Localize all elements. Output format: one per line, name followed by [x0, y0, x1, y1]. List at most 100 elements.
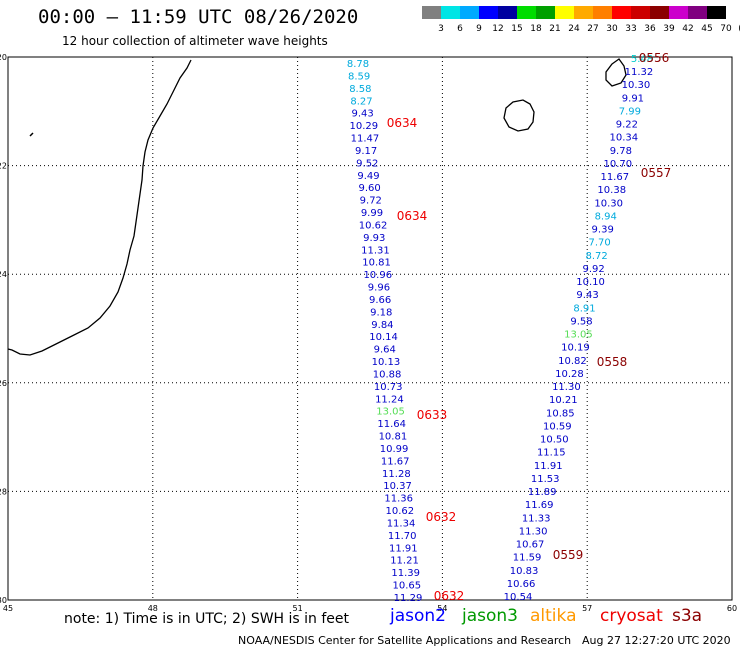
wave-height-value: 10.73 — [374, 382, 403, 393]
wave-height-value: 8.58 — [349, 84, 371, 95]
wave-height-value: 10.13 — [372, 357, 401, 368]
legend-label: 33 — [625, 24, 636, 34]
wave-height-value: 9.72 — [360, 196, 382, 207]
legend-label: 30 — [606, 24, 618, 34]
wave-height-value: 11.69 — [525, 500, 554, 511]
wave-height-value: 11.24 — [375, 394, 404, 405]
pass-time-label: 0634 — [387, 116, 418, 130]
lat-lon-grid — [8, 57, 732, 600]
legend-label: 45 — [701, 24, 712, 34]
legend-label: 21 — [549, 24, 560, 34]
page-title: 00:00 – 11:59 UTC 08/26/2020 — [38, 6, 359, 28]
wave-height-value: 11.47 — [351, 134, 380, 145]
footer-note: note: 1) Time is in UTC; 2) SWH is in fe… — [64, 611, 350, 627]
wave-height-value: 10.54 — [504, 592, 533, 603]
reunion-island — [503, 99, 535, 132]
wave-height-value: 10.81 — [379, 432, 408, 443]
wave-height-value: 10.65 — [393, 581, 422, 592]
wave-height-value: 7.99 — [619, 106, 641, 117]
wave-height-value: 9.22 — [616, 120, 638, 131]
wave-height-value: 9.99 — [361, 208, 383, 219]
generation-timestamp: Aug 27 12:27:20 UTC 2020 — [582, 634, 731, 647]
legend-swatch — [631, 6, 650, 19]
wave-height-value: 5.48 — [631, 54, 653, 65]
legend-label: 24 — [568, 24, 580, 34]
wave-height-value: 10.81 — [362, 258, 391, 269]
wave-height-value: 9.43 — [576, 290, 598, 301]
wave-height-value: 10.28 — [555, 369, 584, 380]
wave-height-value: 13.05 — [564, 330, 593, 341]
legend-label: 3 — [438, 24, 444, 34]
wave-height-value: 10.30 — [622, 80, 651, 91]
wave-height-value: 9.58 — [570, 316, 592, 327]
wave-height-value: 10.34 — [610, 133, 639, 144]
wave-height-value: 13.05 — [376, 407, 405, 418]
pass-time-label: 0558 — [597, 355, 628, 369]
pass-time-label: 0632 — [426, 510, 457, 524]
sat-label-jason2: jason2 — [390, 606, 446, 626]
wave-height-value: 8.59 — [348, 71, 370, 82]
wave-height-value: 8.94 — [595, 211, 617, 222]
pass-time-label: 0632 — [434, 589, 465, 603]
legend-label: 9 — [476, 24, 482, 34]
legend-swatch — [536, 6, 555, 19]
wave-height-value: 11.59 — [513, 553, 542, 564]
legend-label: 6 — [457, 24, 463, 34]
pass-time-label: 0559 — [553, 548, 584, 562]
pass-time-label: 0556 — [639, 51, 670, 65]
wave-height-value: 11.34 — [387, 518, 416, 529]
legend-swatch — [479, 6, 498, 19]
legend-label: 12 — [492, 24, 503, 34]
y-tick-label: -26 — [0, 379, 7, 388]
wave-height-value: 11.30 — [519, 526, 548, 537]
wave-height-value: 11.33 — [522, 513, 551, 524]
wave-height-value: 9.93 — [363, 233, 385, 244]
wave-height-value: 11.67 — [381, 456, 410, 467]
sat-label-s3a: s3a — [672, 606, 703, 626]
pass-time-label: 0633 — [417, 408, 448, 422]
legend-swatch — [650, 6, 669, 19]
wave-height-value: 11.29 — [394, 593, 423, 604]
pass-time-label: 0557 — [641, 166, 672, 180]
wave-height-value: 11.91 — [534, 461, 563, 472]
wave-height-value: 11.89 — [528, 487, 557, 498]
wave-height-value: 11.30 — [552, 382, 581, 393]
wave-height-value: 11.36 — [384, 494, 413, 505]
y-tick-label: -22 — [0, 162, 7, 171]
y-tick-label: -20 — [0, 53, 7, 62]
wave-height-value: 10.88 — [373, 369, 402, 380]
wave-height-value: 9.39 — [592, 225, 614, 236]
wave-height-value: 10.29 — [349, 121, 378, 132]
wave-height-value: 10.85 — [546, 408, 575, 419]
legend-swatch — [688, 6, 707, 19]
wave-height-value: 11.15 — [537, 448, 566, 459]
sat-label-cryosat: cryosat — [600, 606, 663, 626]
wave-height-value: 8.91 — [573, 303, 595, 314]
legend-swatch — [593, 6, 612, 19]
sat-label-altika: altika — [530, 606, 577, 626]
wave-height-value: 9.66 — [369, 295, 391, 306]
wave-height-value: 11.39 — [391, 568, 420, 579]
wave-height-value: 10.66 — [507, 579, 536, 590]
wave-height-value: 8.78 — [347, 59, 369, 70]
wave-height-value: 11.53 — [531, 474, 560, 485]
wave-height-value: 9.78 — [610, 146, 632, 157]
legend-swatch — [422, 6, 441, 19]
wave-height-value: 11.28 — [382, 469, 411, 480]
legend-swatch — [441, 6, 460, 19]
legend-swatch — [460, 6, 479, 19]
wave-height-value: 11.91 — [389, 543, 418, 554]
madagascar-coastline — [7, 59, 192, 356]
credit-line: NOAA/NESDIS Center for Satellite Applica… — [238, 634, 572, 647]
wave-height-value: 8.72 — [586, 251, 608, 262]
wave-height-value: 11.21 — [390, 556, 419, 567]
wave-height-value: 9.96 — [368, 283, 390, 294]
axis-tick-labels: 45 48 51 54 57 60 -20 -22 -24 -26 -28 -30 — [0, 53, 737, 613]
legend-label: 15 — [511, 24, 522, 34]
legend-label: 27 — [587, 24, 598, 34]
pass-time-labels: 0556 0634 0557 0634 0558 0633 0632 0559 0632 — [387, 51, 672, 603]
wave-height-value: 9.92 — [582, 264, 604, 275]
wave-height-value: 9.84 — [371, 320, 393, 331]
wave-height-value: 10.14 — [369, 332, 398, 343]
